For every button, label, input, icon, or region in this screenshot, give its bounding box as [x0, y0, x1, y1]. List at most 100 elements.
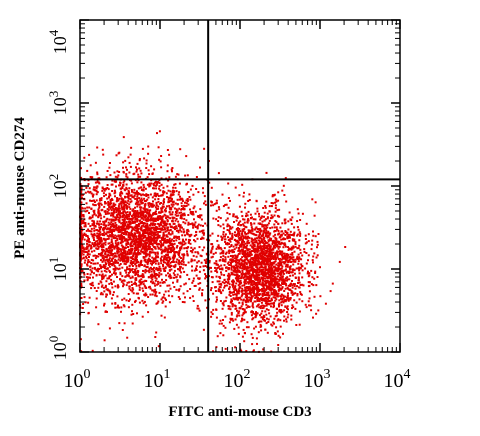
event-point-pop1 [171, 232, 174, 235]
event-point-pop1 [114, 191, 117, 194]
event-point-pop1 [136, 258, 138, 261]
event-point-pop1 [82, 253, 85, 256]
event-point-pop1 [196, 304, 199, 307]
event-point-pop1 [93, 213, 96, 216]
event-point-pop1 [117, 243, 120, 246]
event-point-pop2 [286, 279, 288, 282]
event-point-pop1 [126, 195, 129, 198]
event-point-pop1 [192, 224, 195, 227]
event-point-pop1 [169, 217, 172, 220]
event-point-pop2 [237, 265, 239, 268]
event-point-pop2 [248, 271, 251, 273]
event-point-pop1 [192, 193, 195, 196]
event-point-pop2 [284, 279, 287, 282]
event-point-pop1 [113, 209, 116, 212]
event-point-pop1 [158, 291, 161, 294]
event-point-pop1 [130, 179, 133, 182]
event-point-pop1 [130, 251, 133, 254]
event-point-pop1 [191, 259, 194, 262]
event-point-pop2 [265, 322, 268, 325]
event-point-pop1 [171, 295, 174, 298]
event-point-pop1 [94, 262, 97, 265]
event-point-pop1 [92, 243, 95, 246]
event-point-pop2 [278, 302, 281, 305]
event-point-pop1 [164, 290, 167, 293]
event-point-pop1 [132, 252, 135, 255]
event-point-pop1 [100, 240, 103, 243]
event-point-pop2 [239, 250, 242, 253]
event-point-pop1 [215, 199, 218, 202]
event-point-pop1 [85, 229, 88, 232]
event-point-pop1 [87, 261, 89, 264]
event-point-pop1 [157, 263, 160, 266]
event-point-pop1 [96, 262, 99, 265]
event-point-pop2 [249, 254, 252, 257]
event-point-pop2 [267, 265, 270, 268]
event-point-pop1 [100, 203, 103, 206]
event-point-pop1 [178, 207, 181, 210]
event-point-pop1 [109, 162, 111, 164]
event-point-pop1 [178, 182, 181, 185]
event-point-pop1 [131, 322, 134, 325]
event-point-pop1 [168, 273, 171, 276]
event-point-pop1 [93, 249, 96, 252]
event-point-pop1 [132, 261, 135, 264]
event-point-pop1 [134, 268, 136, 271]
event-point-pop1 [168, 251, 170, 254]
event-point-pop1 [107, 209, 110, 212]
event-point-pop2 [277, 303, 280, 306]
event-point-pop1 [168, 204, 171, 207]
event-point-pop1 [210, 289, 212, 292]
event-point-pop1 [154, 279, 157, 282]
event-point-pop1 [166, 284, 169, 287]
event-point-pop1 [123, 251, 126, 254]
event-point-pop2 [282, 271, 285, 274]
event-point-pop1 [175, 239, 178, 242]
event-point-pop1 [173, 269, 176, 272]
event-point-pop1 [169, 206, 172, 209]
event-point-pop2 [256, 249, 259, 252]
event-point-pop2 [312, 234, 315, 237]
event-point-pop1 [112, 219, 115, 222]
event-point-pop1 [139, 245, 142, 248]
event-point-pop2 [297, 247, 300, 250]
event-point-pop1 [168, 301, 171, 304]
event-point-pop2 [233, 291, 235, 293]
event-point-pop2 [236, 261, 239, 264]
event-point-pop1 [158, 185, 161, 188]
event-point-pop1 [126, 202, 129, 205]
event-point-pop1 [115, 235, 118, 238]
event-point-pop1 [142, 215, 145, 218]
event-point-pop1 [157, 198, 160, 200]
event-point-pop1 [160, 202, 162, 204]
event-point-pop1 [143, 197, 146, 200]
event-point-pop1 [184, 174, 187, 177]
event-point-pop2 [256, 251, 259, 254]
event-point-pop1 [170, 225, 173, 228]
event-point-pop1 [116, 216, 119, 219]
event-point-pop2 [219, 259, 222, 261]
event-point-pop2 [293, 283, 296, 286]
event-point-pop1 [124, 252, 127, 255]
event-point-pop2 [228, 278, 231, 281]
event-point-pop1 [128, 192, 131, 195]
event-point-pop2 [241, 228, 244, 231]
event-point-pop2 [291, 253, 294, 256]
event-point-pop1 [92, 188, 95, 191]
event-point-pop1 [102, 264, 105, 267]
event-point-pop2 [236, 268, 239, 270]
event-point-pop1 [125, 244, 128, 247]
event-point-pop1 [110, 249, 113, 252]
event-point-pop1 [162, 203, 165, 206]
event-point-pop2 [291, 252, 294, 254]
event-point-pop1 [149, 184, 151, 187]
event-point-pop2 [242, 195, 245, 198]
event-point-pop1 [96, 191, 99, 194]
event-point-pop2 [259, 278, 262, 281]
event-point-pop1 [135, 191, 138, 194]
event-point-pop2 [239, 307, 242, 310]
event-point-pop1 [147, 169, 150, 172]
event-point-pop2 [295, 301, 298, 304]
event-point-pop2 [283, 315, 286, 318]
event-point-pop1 [217, 206, 220, 209]
